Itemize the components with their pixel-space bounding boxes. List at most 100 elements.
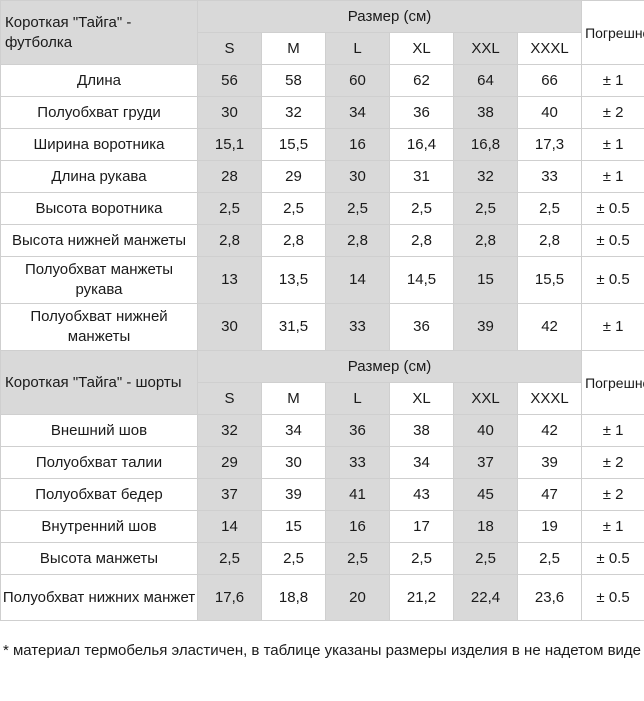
cell-value: 38 xyxy=(453,96,518,129)
cell-value: 29 xyxy=(197,446,262,479)
row-label: Полуобхват нижней манжеты xyxy=(0,303,198,351)
cell-error: ± 1 xyxy=(581,128,644,161)
cell-value: 31,5 xyxy=(261,303,326,351)
cell-value: 32 xyxy=(261,96,326,129)
cell-value: 18,8 xyxy=(261,574,326,621)
table-row: Длина 56 58 60 62 64 66 ± 1 xyxy=(0,64,644,97)
cell-value: 17,3 xyxy=(516,128,583,161)
table-row: Высота воротника 2,5 2,5 2,5 2,5 2,5 2,5… xyxy=(0,192,644,225)
cell-error: ± 2 xyxy=(581,478,644,511)
cell-value: 32 xyxy=(197,414,262,447)
cell-value: 2,5 xyxy=(453,542,518,575)
tshirt-product-title: Короткая "Тайга" - футболка xyxy=(0,0,198,65)
row-label: Длина рукава xyxy=(0,160,198,193)
cell-value: 30 xyxy=(197,96,262,129)
size-l-header: L xyxy=(325,382,390,415)
cell-value: 17 xyxy=(389,510,454,543)
cell-value: 18 xyxy=(453,510,518,543)
cell-value: 43 xyxy=(389,478,454,511)
cell-value: 31 xyxy=(389,160,454,193)
row-label: Высота нижней манжеты xyxy=(0,224,198,257)
cell-value: 15,5 xyxy=(261,128,326,161)
table-row: Полуобхват нижних манжет 17,6 18,8 20 21… xyxy=(0,574,644,621)
table-row: Полуобхват манжеты рукава 13 13,5 14 14,… xyxy=(0,256,644,304)
cell-value: 34 xyxy=(325,96,390,129)
cell-value: 42 xyxy=(516,303,583,351)
cell-value: 21,2 xyxy=(389,574,454,621)
cell-value: 14 xyxy=(197,510,262,543)
size-xl-header: XL xyxy=(389,382,454,415)
cell-value: 2,8 xyxy=(197,224,262,257)
cell-value: 29 xyxy=(261,160,326,193)
cell-value: 2,5 xyxy=(516,542,583,575)
cell-value: 2,5 xyxy=(261,542,326,575)
cell-value: 16,4 xyxy=(389,128,454,161)
cell-error: ± 1 xyxy=(581,64,644,97)
cell-error: ± 0.5 xyxy=(581,574,644,621)
size-xxl-header: XXL xyxy=(453,382,518,415)
cell-value: 47 xyxy=(516,478,583,511)
cell-value: 2,5 xyxy=(516,192,583,225)
row-label: Полуобхват бедер xyxy=(0,478,198,511)
row-label: Ширина воротника xyxy=(0,128,198,161)
cell-value: 2,8 xyxy=(516,224,583,257)
size-xxl-header: XXL xyxy=(453,32,518,65)
cell-value: 30 xyxy=(325,160,390,193)
cell-value: 2,8 xyxy=(453,224,518,257)
cell-value: 20 xyxy=(325,574,390,621)
cell-error: ± 0.5 xyxy=(581,224,644,257)
cell-value: 16,8 xyxy=(453,128,518,161)
table-row: Высота манжеты 2,5 2,5 2,5 2,5 2,5 2,5 ±… xyxy=(0,542,644,575)
cell-value: 13,5 xyxy=(261,256,326,304)
cell-value: 66 xyxy=(516,64,583,97)
row-label: Полуобхват манжеты рукава xyxy=(0,256,198,304)
row-label: Полуобхват нижних манжет xyxy=(0,574,198,621)
cell-value: 2,5 xyxy=(453,192,518,225)
cell-error: ± 0.5 xyxy=(581,192,644,225)
cell-value: 2,5 xyxy=(261,192,326,225)
row-label: Высота воротника xyxy=(0,192,198,225)
cell-error: ± 1 xyxy=(581,414,644,447)
tshirt-error-header: Погрешность xyxy=(581,0,644,65)
table-row: Ширина воротника 15,1 15,5 16 16,4 16,8 … xyxy=(0,128,644,161)
row-label: Полуобхват талии xyxy=(0,446,198,479)
cell-value: 14,5 xyxy=(389,256,454,304)
cell-value: 34 xyxy=(389,446,454,479)
cell-value: 14 xyxy=(325,256,390,304)
shorts-product-title: Короткая "Тайга" - шорты xyxy=(0,350,198,415)
cell-value: 39 xyxy=(453,303,518,351)
table-row: Полуобхват бедер 37 39 41 43 45 47 ± 2 xyxy=(0,478,644,511)
cell-error: ± 1 xyxy=(581,303,644,351)
shorts-size-header: Размер (см) xyxy=(196,350,583,383)
size-m-header: M xyxy=(261,32,326,65)
cell-value: 2,8 xyxy=(325,224,390,257)
size-xxxl-header: XXXL xyxy=(516,32,583,65)
cell-value: 56 xyxy=(197,64,262,97)
cell-value: 30 xyxy=(261,446,326,479)
row-label: Внутренний шов xyxy=(0,510,198,543)
cell-value: 32 xyxy=(453,160,518,193)
cell-value: 40 xyxy=(516,96,583,129)
shorts-size-table: Короткая "Тайга" - шорты Размер (см) Пог… xyxy=(0,350,644,621)
cell-value: 2,5 xyxy=(389,542,454,575)
cell-value: 36 xyxy=(389,303,454,351)
table-row: Внутренний шов 14 15 16 17 18 19 ± 1 xyxy=(0,510,644,543)
row-label: Высота манжеты xyxy=(0,542,198,575)
cell-error: ± 0.5 xyxy=(581,256,644,304)
cell-value: 62 xyxy=(389,64,454,97)
table-row: Внешний шов 32 34 36 38 40 42 ± 1 xyxy=(0,414,644,447)
cell-value: 15 xyxy=(453,256,518,304)
cell-value: 42 xyxy=(516,414,583,447)
size-xxxl-header: XXXL xyxy=(516,382,583,415)
cell-value: 17,6 xyxy=(197,574,262,621)
row-label: Внешний шов xyxy=(0,414,198,447)
size-l-header: L xyxy=(325,32,390,65)
cell-value: 36 xyxy=(325,414,390,447)
tshirt-size-table: Короткая "Тайга" - футболка Размер (см) … xyxy=(0,0,644,351)
cell-value: 15,1 xyxy=(197,128,262,161)
table-row: Полуобхват талии 29 30 33 34 37 39 ± 2 xyxy=(0,446,644,479)
cell-value: 37 xyxy=(197,478,262,511)
row-label: Длина xyxy=(0,64,198,97)
cell-value: 40 xyxy=(453,414,518,447)
cell-value: 2,5 xyxy=(325,192,390,225)
